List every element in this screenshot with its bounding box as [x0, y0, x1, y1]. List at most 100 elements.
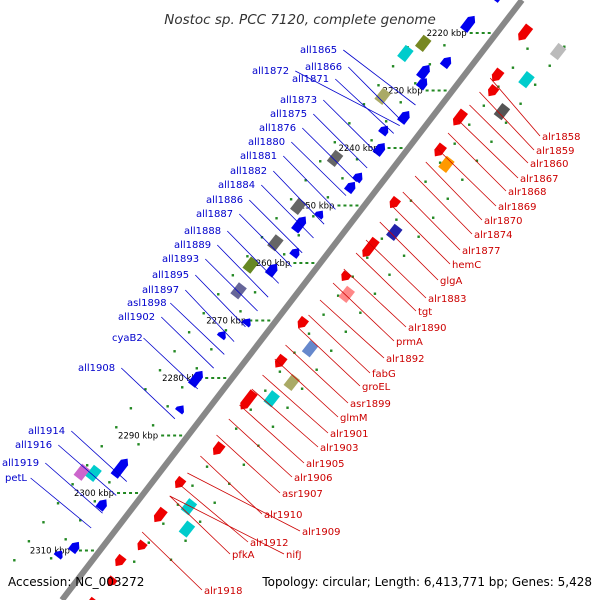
gene-block[interactable]	[414, 34, 432, 52]
gene-block[interactable]	[85, 464, 102, 482]
right-gene-label[interactable]: pfkA	[232, 550, 255, 561]
right-gene-label[interactable]: alr1867	[520, 174, 558, 185]
right-gene-label[interactable]: alr1918	[204, 586, 242, 597]
gene-arrow[interactable]	[352, 170, 365, 184]
gene-block[interactable]	[374, 87, 391, 105]
gene-arrow[interactable]	[264, 261, 281, 278]
right-gene-label[interactable]: tgt	[418, 307, 432, 318]
left-gene-label[interactable]: all1882	[230, 166, 267, 177]
gene-arrow[interactable]	[378, 123, 391, 137]
left-gene-label[interactable]: all1873	[280, 95, 317, 106]
gene-block[interactable]	[290, 197, 307, 215]
gene-arrow[interactable]	[175, 403, 187, 415]
gene-arrow[interactable]	[343, 179, 358, 195]
gene-arrow[interactable]	[460, 13, 478, 33]
right-gene-label[interactable]: alr1869	[498, 202, 536, 213]
left-gene-label[interactable]: all1866	[305, 62, 342, 73]
left-gene-label[interactable]: all1888	[184, 226, 221, 237]
right-gene-label[interactable]: glgA	[440, 276, 462, 287]
right-gene-label[interactable]: alr1858	[542, 132, 580, 143]
gene-arrow[interactable]	[415, 75, 430, 91]
gene-block[interactable]	[386, 223, 403, 241]
gene-block[interactable]	[518, 71, 535, 89]
gene-block[interactable]	[493, 103, 511, 121]
right-gene-label[interactable]: alr1912	[250, 538, 288, 549]
right-gene-label[interactable]: alr1906	[294, 473, 332, 484]
left-gene-label[interactable]: all1908	[78, 363, 115, 374]
left-gene-label[interactable]: all1884	[218, 180, 255, 191]
right-gene-label[interactable]: alr1892	[386, 354, 424, 365]
gene-arrow[interactable]	[151, 506, 168, 525]
right-gene-label[interactable]: alr1883	[428, 294, 466, 305]
gene-block[interactable]	[180, 498, 198, 516]
right-gene-label[interactable]: asr1907	[282, 489, 323, 500]
right-gene-label[interactable]: nifJ	[286, 550, 302, 561]
gene-arrow[interactable]	[439, 54, 454, 70]
left-gene-label[interactable]: all1865	[300, 45, 337, 56]
right-gene-label[interactable]: hemC	[452, 260, 481, 271]
right-gene-label[interactable]: alr1877	[462, 246, 500, 257]
gene-block[interactable]	[230, 282, 247, 300]
left-gene-label[interactable]: all1893	[162, 254, 199, 265]
gene-block[interactable]	[263, 390, 280, 408]
gene-arrow[interactable]	[387, 195, 402, 211]
gene-arrow[interactable]	[295, 315, 310, 331]
gene-arrow[interactable]	[397, 108, 413, 125]
gene-block[interactable]	[267, 234, 284, 252]
right-gene-label[interactable]: alr1860	[530, 159, 568, 170]
gene-arrow[interactable]	[489, 67, 505, 85]
right-gene-label[interactable]: alr1901	[330, 429, 368, 440]
right-gene-label[interactable]: fabG	[372, 369, 396, 380]
gene-arrow[interactable]	[490, 0, 507, 3]
gene-arrow[interactable]	[53, 548, 66, 560]
gene-block[interactable]	[73, 463, 91, 481]
gene-arrow[interactable]	[95, 497, 109, 512]
left-gene-label[interactable]: all1886	[206, 195, 243, 206]
right-gene-label[interactable]: alr1909	[302, 527, 340, 538]
gene-block[interactable]	[178, 520, 196, 538]
gene-arrow[interactable]	[431, 142, 447, 160]
gene-block[interactable]	[397, 44, 414, 63]
right-gene-label[interactable]: alr1874	[474, 230, 512, 241]
left-gene-label[interactable]: cyaB2	[112, 333, 143, 344]
left-gene-label[interactable]: all1916	[15, 440, 52, 451]
right-gene-label[interactable]: alr1903	[320, 443, 358, 454]
gene-arrow[interactable]	[416, 62, 433, 81]
right-gene-label[interactable]: glmM	[340, 413, 368, 424]
gene-arrow[interactable]	[314, 208, 326, 220]
gene-block[interactable]	[301, 340, 319, 358]
gene-arrow[interactable]	[67, 539, 82, 555]
gene-arrow[interactable]	[104, 575, 118, 588]
left-gene-label[interactable]: all1872	[252, 66, 289, 77]
gene-block[interactable]	[326, 149, 344, 167]
right-gene-label[interactable]: asr1899	[350, 399, 391, 410]
left-gene-label[interactable]: all1902	[118, 312, 155, 323]
right-gene-label[interactable]: groEL	[362, 382, 391, 393]
gene-arrow[interactable]	[237, 389, 258, 412]
gene-arrow[interactable]	[291, 214, 309, 234]
left-gene-label[interactable]: all1919	[2, 458, 39, 469]
right-gene-label[interactable]: alr1890	[408, 323, 446, 334]
gene-arrow[interactable]	[515, 23, 534, 44]
gene-arrow[interactable]	[172, 475, 187, 491]
left-gene-label[interactable]: all1881	[240, 151, 277, 162]
left-gene-label[interactable]: all1914	[28, 426, 65, 437]
gene-block[interactable]	[338, 285, 355, 303]
gene-arrow[interactable]	[210, 441, 226, 458]
left-gene-label[interactable]: all1887	[196, 209, 233, 220]
right-gene-label[interactable]: alr1905	[306, 459, 344, 470]
right-gene-label[interactable]: alr1859	[536, 146, 574, 157]
gene-arrow[interactable]	[450, 108, 469, 129]
left-gene-label[interactable]: all1895	[152, 270, 189, 281]
left-gene-label[interactable]: all1897	[142, 285, 179, 296]
right-gene-label[interactable]: alr1870	[484, 216, 522, 227]
gene-block[interactable]	[549, 42, 567, 61]
gene-block[interactable]	[438, 155, 455, 173]
right-gene-label[interactable]: prmA	[396, 337, 423, 348]
gene-arrow[interactable]	[134, 539, 148, 553]
gene-arrow[interactable]	[338, 270, 352, 283]
left-gene-label[interactable]: petL	[5, 473, 27, 484]
gene-arrow[interactable]	[289, 245, 302, 259]
left-gene-label[interactable]: all1871	[292, 74, 329, 85]
right-gene-label[interactable]: alr1910	[264, 510, 302, 521]
